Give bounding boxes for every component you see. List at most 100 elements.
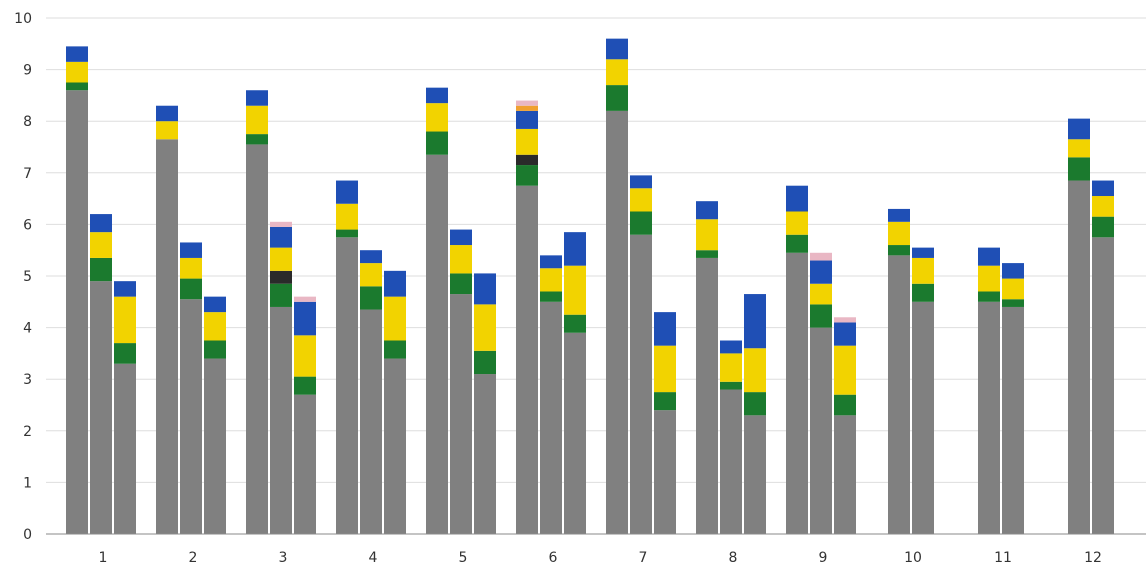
- bar-segment-gray: [540, 301, 562, 534]
- bar-segment-blue: [384, 270, 406, 297]
- bar-segment-green: [888, 245, 910, 256]
- bar-segment-blue: [888, 208, 910, 222]
- x-tick-label: 5: [459, 550, 468, 566]
- bar-segment-green: [384, 340, 406, 359]
- bar-segment-green: [516, 165, 538, 186]
- bar-segment-yellow: [912, 257, 934, 284]
- x-tick-label: 8: [729, 550, 738, 566]
- bar-segment-gray: [384, 358, 406, 534]
- bar-segment-green: [606, 85, 628, 111]
- bar-segment-green: [912, 283, 934, 302]
- bar-segment-blue: [474, 273, 496, 305]
- bar-segment-green: [696, 250, 718, 258]
- bar-segment-gray: [720, 389, 742, 534]
- bar-segment-yellow: [696, 219, 718, 251]
- bar-segment-yellow: [426, 103, 448, 132]
- bar-segment-yellow: [810, 283, 832, 305]
- bar-group-6: [516, 100, 586, 534]
- bar-segment-yellow: [114, 296, 136, 344]
- bar-group-7: [606, 38, 676, 534]
- bar-segment-yellow: [540, 268, 562, 292]
- bar-segment-gray: [810, 327, 832, 534]
- bar-segment-green: [1068, 157, 1090, 181]
- bar-segment-yellow: [360, 263, 382, 287]
- bar-segment-yellow: [744, 348, 766, 393]
- bar-segment-yellow: [888, 221, 910, 246]
- bar-segment-blue: [1002, 263, 1024, 279]
- x-tick-label: 2: [189, 550, 198, 566]
- bar-segment-yellow: [156, 121, 178, 140]
- bar-segment-blue: [912, 247, 934, 258]
- bar-segment-gray: [156, 139, 178, 534]
- bar-segment-gray: [246, 144, 268, 535]
- bar-segment-blue: [426, 87, 448, 104]
- bar-segment-blue: [564, 232, 586, 266]
- bar-segment-pink: [516, 100, 538, 106]
- bar-segment-green: [1002, 299, 1024, 307]
- bar-segment-yellow: [384, 296, 406, 341]
- x-tick-label: 1: [99, 550, 108, 566]
- x-axis-tick-labels: 1 2 3 4 5 6 7 8 9 10 11 12: [99, 550, 1102, 566]
- y-axis-tick-labels: 0 1 2 3 4 5 6 7 8 9 10: [14, 11, 32, 543]
- bar-segment-pink: [270, 221, 292, 227]
- bar-segment-green: [1092, 216, 1114, 238]
- bar-group-8: [696, 201, 766, 534]
- bar-segment-gray: [336, 237, 358, 535]
- bar-segment-gray: [744, 415, 766, 534]
- bar-segment-gray: [114, 363, 136, 534]
- bar-segment-gray: [912, 301, 934, 534]
- bar-segment-yellow: [180, 257, 202, 279]
- bar-segment-yellow: [564, 265, 586, 315]
- x-tick-label: 4: [369, 550, 378, 566]
- bar-segment-gray: [66, 90, 88, 535]
- bar-group-10: [888, 208, 934, 535]
- bar-segment-gray: [90, 281, 112, 534]
- bar-segment-blue: [1068, 118, 1090, 140]
- bar-segment-green: [978, 291, 1000, 302]
- bar-segment-green: [786, 234, 808, 253]
- bar-group-12: [1068, 118, 1114, 535]
- bar-segment-gray: [294, 394, 316, 534]
- bar-segment-yellow: [720, 353, 742, 382]
- bar-segment-blue: [606, 38, 628, 60]
- bar-group-2: [156, 105, 226, 534]
- bar-segment-blue: [204, 296, 226, 313]
- bar-segment-blue: [720, 340, 742, 354]
- x-tick-label: 11: [994, 550, 1012, 566]
- bar-segment-gray: [630, 234, 652, 534]
- bar-segment-yellow: [270, 247, 292, 271]
- bar-segment-blue: [744, 294, 766, 349]
- bar-segment-yellow: [516, 128, 538, 155]
- bar-segment-yellow: [630, 188, 652, 212]
- gridlines: [46, 17, 1146, 535]
- bar-segment-gray: [516, 185, 538, 534]
- bar-segment-yellow: [246, 105, 268, 135]
- bar-segment-gray: [606, 110, 628, 534]
- bar-segment-blue: [336, 180, 358, 204]
- bar-segment-blue: [654, 312, 676, 346]
- bar-segment-gray: [426, 154, 448, 535]
- y-tick-label: 5: [23, 269, 32, 285]
- bar-segment-yellow: [786, 211, 808, 235]
- bar-segment-green: [450, 273, 472, 295]
- bar-segment-blue: [180, 242, 202, 258]
- x-tick-label: 6: [549, 550, 558, 566]
- bar-segment-yellow: [66, 61, 88, 83]
- bar-segment-blue: [246, 90, 268, 106]
- bar-segment-green: [540, 291, 562, 302]
- x-tick-label: 9: [819, 550, 828, 566]
- bar-segment-yellow: [450, 245, 472, 274]
- bar-segment-blue: [114, 281, 136, 297]
- bar-segment-yellow: [294, 335, 316, 377]
- bar-segment-gray: [888, 255, 910, 535]
- y-tick-label: 7: [23, 166, 32, 182]
- bar-group-1: [66, 46, 136, 535]
- bar-segment-green: [564, 314, 586, 333]
- bar-segment-blue: [786, 185, 808, 212]
- bar-segment-pink: [294, 296, 316, 302]
- bar-group-4: [336, 180, 406, 535]
- bar-segment-blue: [90, 214, 112, 233]
- bar-segment-yellow: [1002, 278, 1024, 300]
- bar-segment-green: [426, 131, 448, 155]
- bar-segment-gray: [270, 306, 292, 534]
